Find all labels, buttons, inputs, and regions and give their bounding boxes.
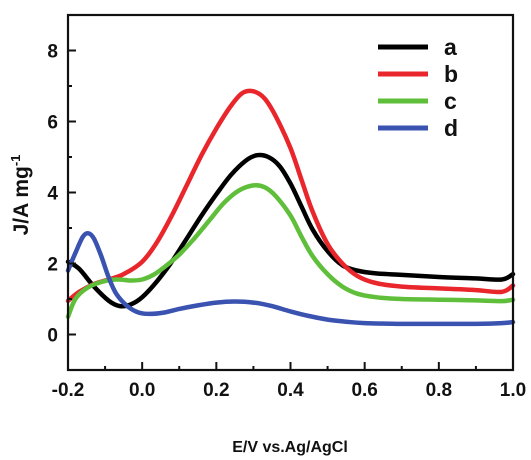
series-line-c — [65, 182, 516, 320]
x-tick-label: 0.8 — [426, 380, 452, 401]
x-tick-label: 0.2 — [203, 380, 229, 401]
y-tick-label: 0 — [47, 326, 58, 347]
x-tick-label: 1.0 — [500, 380, 526, 401]
legend-label-a: a — [444, 34, 457, 60]
series-line-b — [65, 88, 516, 304]
x-tick-label: 0.6 — [351, 380, 377, 401]
plot-lines — [65, 88, 516, 327]
x-tick-label: 0.4 — [277, 380, 304, 401]
legend-label-b: b — [444, 61, 458, 87]
y-axis-title-main: J/A mg — [10, 166, 33, 235]
series-line-d — [65, 230, 516, 327]
y-axis-title-superscript: -1 — [8, 155, 23, 167]
x-tick-label: -0.2 — [52, 380, 85, 401]
x-ticks: -0.2 0.0 0.2 0.4 0.6 0.8 1.0 — [52, 362, 526, 401]
y-tick-label: 4 — [47, 184, 58, 205]
y-tick-label: 8 — [47, 42, 58, 63]
legend-label-c: c — [444, 88, 457, 114]
y-tick-label: 6 — [47, 113, 58, 134]
x-tick-label: 0.0 — [129, 380, 155, 401]
y-ticks: 0 2 4 6 8 — [47, 14, 76, 371]
series-line-a — [65, 152, 516, 309]
y-tick-label: 2 — [47, 255, 58, 276]
y-axis-title: J/A mg-1 — [8, 155, 33, 236]
x-axis-title: E/V vs.Ag/AgCl — [232, 439, 348, 456]
legend-label-d: d — [444, 115, 458, 141]
